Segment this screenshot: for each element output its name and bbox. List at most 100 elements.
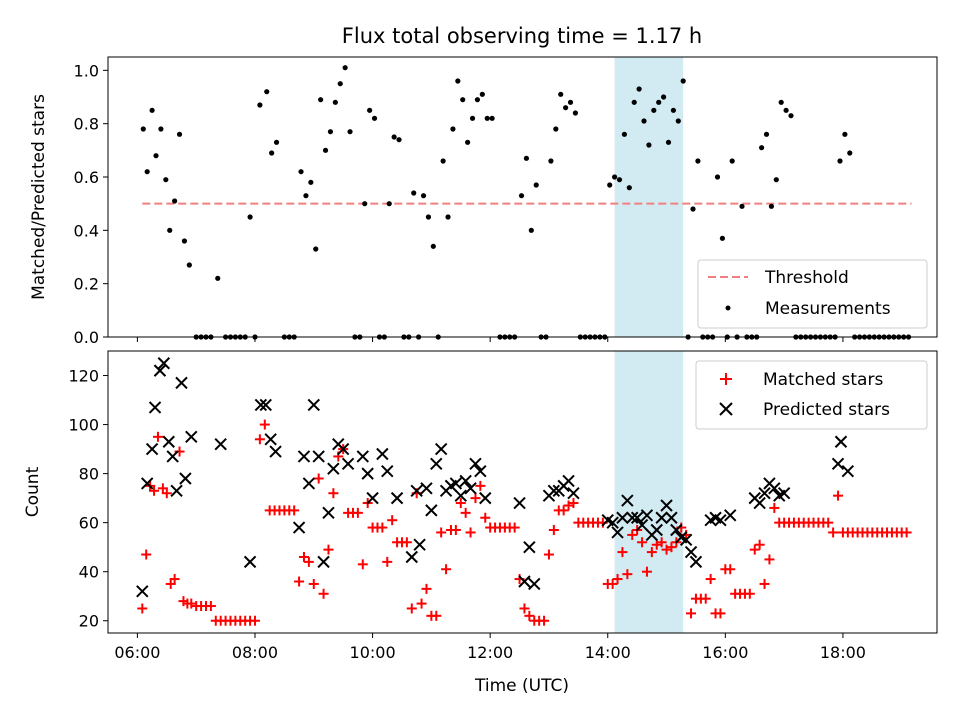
matched-star-point <box>254 434 265 445</box>
measurement-point <box>308 179 314 185</box>
predicted-star-point <box>670 523 683 537</box>
matched-star-point <box>617 547 628 558</box>
matched-star-point <box>641 566 652 577</box>
predicted-star-point <box>635 518 649 532</box>
matched-star-point <box>169 574 180 585</box>
predicted-star-point <box>621 494 634 507</box>
top-y-ticks: 0.0 0.2 0.4 0.6 0.8 1.0 <box>74 61 108 347</box>
predicted-star-point <box>148 401 162 414</box>
predicted-star-point <box>724 509 737 522</box>
measurement-point <box>163 177 169 183</box>
matched-star-point <box>328 488 339 499</box>
matched-star-point <box>480 512 491 523</box>
measurement-point <box>563 105 569 111</box>
matched-star-point <box>754 539 765 550</box>
matched-star-point <box>568 498 579 509</box>
measurement-point <box>778 99 784 105</box>
matched-star-point <box>548 525 559 536</box>
predicted-star-point <box>611 526 624 539</box>
matched-star-point <box>759 578 770 589</box>
measurement-point <box>172 198 178 204</box>
measurement-point <box>332 99 338 105</box>
predicted-star-point <box>175 376 188 390</box>
measurement-point <box>440 158 446 164</box>
predicted-star-point <box>243 555 257 569</box>
predicted-star-point <box>454 489 467 502</box>
matched-star-point <box>705 574 716 585</box>
measurement-point <box>768 203 774 209</box>
y-tick-label: 40 <box>79 563 99 582</box>
predicted-star-point <box>214 437 227 451</box>
matched-star-point <box>152 431 163 442</box>
measurement-point <box>763 131 770 137</box>
predicted-star-point <box>758 487 771 500</box>
predicted-star-point <box>292 521 306 534</box>
measurement-point <box>411 190 417 196</box>
matched-star-point <box>416 598 427 609</box>
predicted-star-point <box>434 442 448 456</box>
predicted-star-point <box>179 472 192 485</box>
matched-star-point <box>161 488 172 499</box>
predicted-star-point <box>312 450 325 463</box>
predicted-star-point <box>679 533 693 547</box>
measurement-point <box>607 182 613 188</box>
bottom-y-ticks: 20 40 60 80 100 120 <box>68 367 108 631</box>
measurement-point <box>729 158 735 164</box>
matched-star-point <box>141 549 152 560</box>
matched-star-point <box>607 578 618 589</box>
matched-legend-label: Matched stars <box>763 370 883 390</box>
predicted-star-point <box>606 516 619 529</box>
matched-star-point <box>509 522 520 533</box>
measurement-point <box>783 107 789 113</box>
matched-star-point <box>149 485 160 496</box>
matched-star-point <box>352 507 363 518</box>
predicted-star-point <box>655 511 668 524</box>
y-tick-label: 20 <box>79 612 99 631</box>
measurement-point <box>322 147 329 153</box>
measurement-point <box>665 139 672 145</box>
matched-star-point <box>543 549 554 560</box>
top-y-axis-label: Matched/Predicted stars <box>29 94 49 300</box>
measurement-point <box>158 126 164 132</box>
predicted-stars-points <box>136 357 855 598</box>
y-tick-label: 0.4 <box>74 221 99 240</box>
measurement-point <box>788 113 794 119</box>
bottom-panel: 20 40 60 80 100 120 06:00 08:00 10:00 12:00 14:00… <box>23 350 938 696</box>
matched-star-point <box>646 547 657 558</box>
predicted-star-point <box>410 484 423 497</box>
matched-stars-points <box>137 419 912 626</box>
predicted-star-point <box>665 511 678 524</box>
predicted-star-point <box>405 550 418 564</box>
top-plot-frame <box>107 56 938 338</box>
matched-star-point <box>539 615 550 626</box>
predicted-star-point <box>469 457 482 471</box>
predicted-star-point <box>264 433 277 446</box>
predicted-star-point <box>413 538 426 551</box>
matched-star-point <box>470 493 481 504</box>
measurement-point <box>140 126 146 132</box>
measurement-point <box>695 158 701 164</box>
matched-star-point <box>313 473 324 484</box>
measurement-point <box>469 115 476 121</box>
matched-star-point <box>465 527 476 538</box>
matched-star-point <box>205 601 216 612</box>
matched-star-point <box>656 537 667 548</box>
measurement-point <box>847 150 853 156</box>
observing-window-span <box>614 57 684 337</box>
x-tick-label: 16:00 <box>702 643 748 662</box>
measurement-point <box>636 86 642 92</box>
measurement-point <box>167 227 173 233</box>
predicted-star-point <box>562 474 575 488</box>
measurement-point <box>460 97 466 103</box>
matched-star-point <box>524 610 535 621</box>
predicted-star-point <box>518 575 531 588</box>
predicted-star-point <box>420 482 433 495</box>
measurement-point <box>181 238 188 244</box>
bottom-y-axis-label: Count <box>23 466 43 517</box>
x-tick-label: 12:00 <box>467 643 513 662</box>
predicted-star-point <box>302 477 316 490</box>
predicted-star-point <box>513 496 526 510</box>
y-tick-label: 80 <box>79 465 99 484</box>
y-tick-label: 0.8 <box>74 115 99 134</box>
